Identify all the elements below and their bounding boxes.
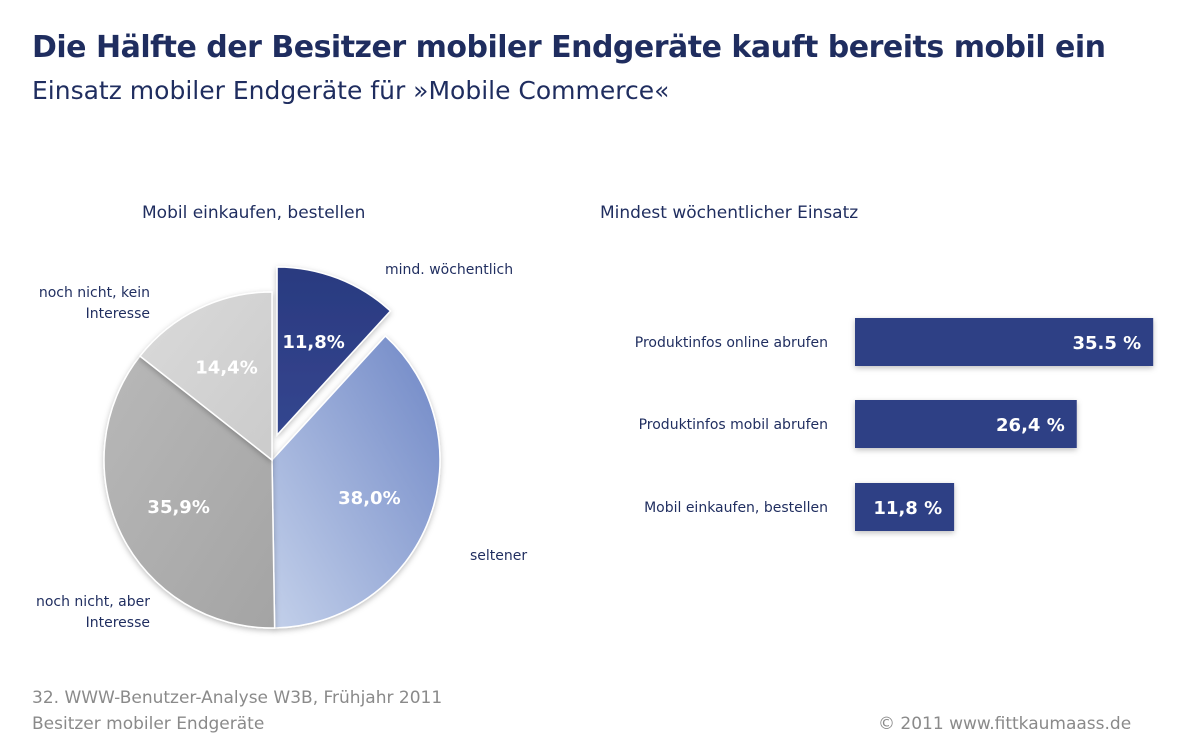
pie-slice [276,266,392,437]
bar-category-label: Produktinfos online abrufen [635,335,828,351]
pie-legend-label: noch nicht, aber Interesse [35,594,150,631]
chart-title: Die Hälfte der Besitzer mobiler Endgerät… [32,30,1106,65]
pie-value-label: 35,9% [147,497,209,518]
pie-slice [103,355,276,629]
bar-value-label: 26,4 % [996,415,1065,436]
pie-slice [138,291,273,462]
source-note: 32. WWW-Benutzer-Analyse W3B, Frühjahr 2… [32,688,443,708]
pie-legend-label: noch nicht, kein Interesse [38,285,150,322]
bar [855,400,1077,448]
pie-title: Mobil einkaufen, bestellen [142,203,366,223]
copyright: © 2011 www.fittkaumaass.de [878,714,1132,734]
chart-subtitle: Einsatz mobiler Endgeräte für »Mobile Co… [32,76,670,105]
source-base: Besitzer mobiler Endgeräte [32,714,265,734]
bar-value-label: 11,8 % [873,498,942,519]
bar-category-label: Mobil einkaufen, bestellen [644,500,828,516]
bar-value-label: 35.5 % [1072,333,1141,354]
bar [855,318,1154,366]
bar-title: Mindest wöchentlicher Einsatz [600,203,859,223]
pie-value-label: 11,8% [282,332,344,353]
bar [855,483,955,531]
pie-legend-label: mind. wöchentlich [385,262,514,278]
bar-category-label: Produktinfos mobil abrufen [639,417,828,433]
pie-legend-label: seltener [470,548,528,564]
pie-slice [271,334,441,629]
pie-value-label: 38,0% [338,488,400,509]
pie-value-label: 14,4% [195,357,257,378]
